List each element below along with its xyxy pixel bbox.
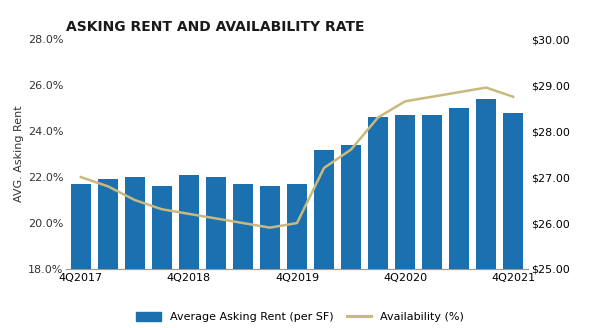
Y-axis label: AVG. Asking Rent: AVG. Asking Rent bbox=[14, 106, 23, 202]
Bar bbox=[71, 184, 91, 269]
Bar bbox=[341, 145, 361, 269]
Bar bbox=[314, 150, 334, 269]
Bar bbox=[368, 117, 388, 269]
Bar bbox=[503, 113, 523, 269]
Bar bbox=[125, 177, 145, 269]
Legend: Average Asking Rent (per SF), Availability (%): Average Asking Rent (per SF), Availabili… bbox=[136, 312, 464, 322]
Bar bbox=[152, 186, 172, 269]
Bar bbox=[422, 115, 442, 269]
Bar bbox=[287, 184, 307, 269]
Bar bbox=[179, 175, 199, 269]
Bar bbox=[233, 184, 253, 269]
Bar bbox=[476, 99, 496, 269]
Bar bbox=[395, 115, 415, 269]
Bar bbox=[206, 177, 226, 269]
Bar bbox=[449, 108, 469, 269]
Bar bbox=[260, 186, 280, 269]
Bar bbox=[98, 179, 118, 269]
Text: ASKING RENT AND AVAILABILITY RATE: ASKING RENT AND AVAILABILITY RATE bbox=[66, 20, 365, 34]
